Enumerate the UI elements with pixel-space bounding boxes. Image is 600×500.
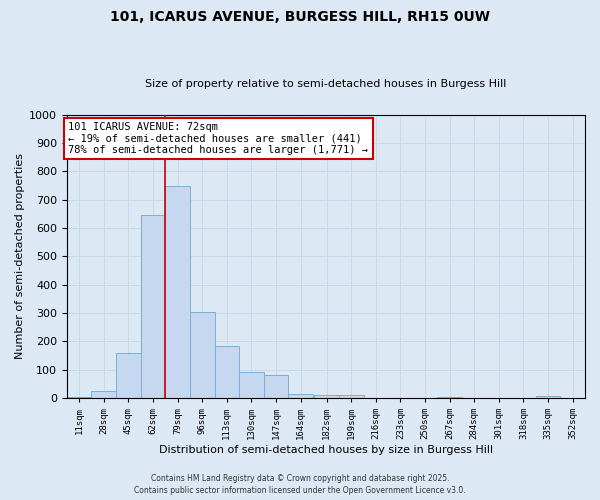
X-axis label: Distribution of semi-detached houses by size in Burgess Hill: Distribution of semi-detached houses by … — [159, 445, 493, 455]
Bar — [314, 396, 339, 398]
Bar — [67, 396, 91, 398]
Bar — [339, 396, 364, 398]
Bar — [215, 346, 239, 398]
Text: 101 ICARUS AVENUE: 72sqm
← 19% of semi-detached houses are smaller (441)
78% of : 101 ICARUS AVENUE: 72sqm ← 19% of semi-d… — [68, 122, 368, 155]
Text: 101, ICARUS AVENUE, BURGESS HILL, RH15 0UW: 101, ICARUS AVENUE, BURGESS HILL, RH15 0… — [110, 10, 490, 24]
Text: Contains HM Land Registry data © Crown copyright and database right 2025.
Contai: Contains HM Land Registry data © Crown c… — [134, 474, 466, 495]
Bar — [536, 396, 560, 398]
Y-axis label: Number of semi-detached properties: Number of semi-detached properties — [15, 154, 25, 360]
Bar — [140, 216, 166, 398]
Bar — [264, 376, 289, 398]
Bar — [166, 186, 190, 398]
Bar — [289, 394, 313, 398]
Bar — [437, 396, 462, 398]
Bar — [239, 372, 264, 398]
Bar — [91, 391, 116, 398]
Bar — [190, 312, 215, 398]
Title: Size of property relative to semi-detached houses in Burgess Hill: Size of property relative to semi-detach… — [145, 79, 506, 89]
Bar — [116, 353, 140, 398]
